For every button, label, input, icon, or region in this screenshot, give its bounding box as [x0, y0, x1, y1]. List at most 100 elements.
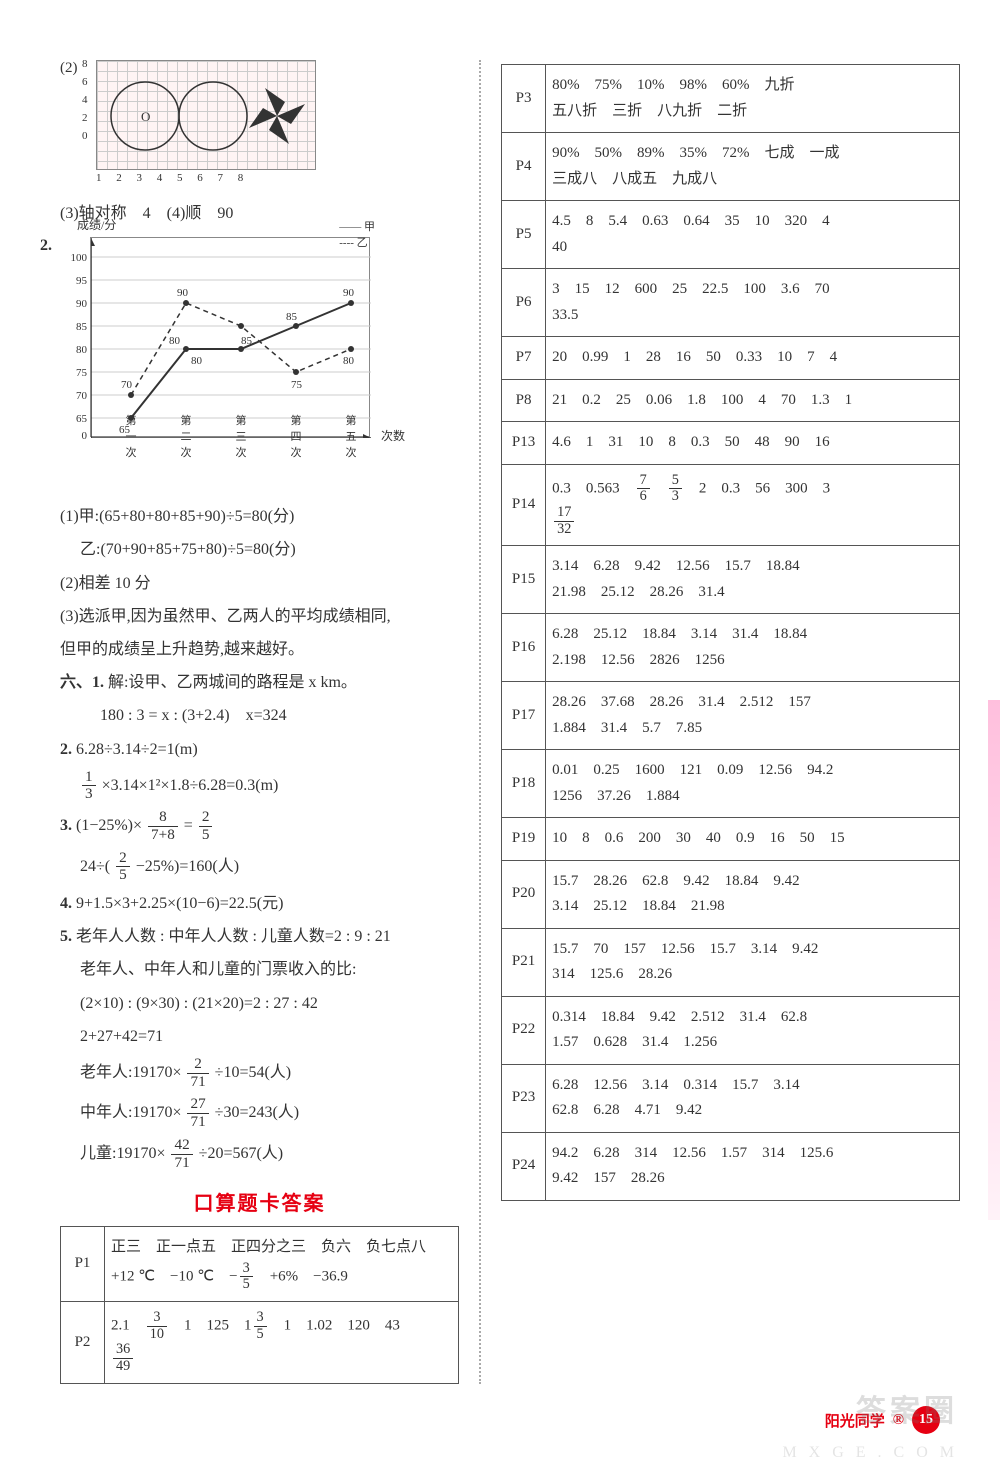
svg-text:90: 90 [343, 287, 355, 299]
row-value: 0.314 18.84 9.42 2.512 31.4 62.81.57 0.6… [546, 996, 960, 1064]
six3b: 24÷( 25 −25%)=160(人) [60, 850, 459, 884]
six5e: 老年人:19170× 271 ÷10=54(人) [60, 1056, 459, 1090]
table-row: P140.3 0.563 76 53 2 0.3 56 300 31732 [502, 464, 960, 546]
column-divider [479, 60, 481, 1384]
l1: (1)甲:(65+80+80+85+90)÷5=80(分) [60, 503, 459, 530]
six2a: 6.28÷3.14÷2=1(m) [76, 741, 198, 758]
answers-table-right: P380% 75% 10% 98% 60% 九折五八折 三折 八九折 二折P49… [501, 64, 960, 1201]
table-row: P236.28 12.56 3.14 0.314 15.7 3.1462.8 6… [502, 1064, 960, 1132]
q2-num: 2. [40, 237, 52, 255]
watermark: 答案圈 [856, 1386, 958, 1430]
row-value: 2.1 310 1 125 135 1 1.02 120 433649 [105, 1302, 459, 1384]
row-key: P19 [502, 818, 546, 861]
table-row: P153.14 6.28 9.42 12.56 15.7 18.8421.98 … [502, 546, 960, 614]
q3-text: (3)轴对称 4 (4)顺 90 [60, 200, 459, 227]
row-key: P20 [502, 860, 546, 928]
six-2: 2. 6.28÷3.14÷2=1(m) [60, 736, 459, 763]
six2-label: 2. [60, 741, 72, 758]
row-value: 6.28 12.56 3.14 0.314 15.7 3.1462.8 6.28… [546, 1064, 960, 1132]
row-value: 正三 正一点五 正四分之三 负六 负七点八+12 ℃ −10 ℃ −35 +6%… [105, 1227, 459, 1302]
row-value: 3.14 6.28 9.42 12.56 15.7 18.8421.98 25.… [546, 546, 960, 614]
grid-x-labels: 1 2 3 4 5 6 7 8 [96, 172, 249, 184]
six1-label: 六、1. [60, 674, 104, 691]
row-key: P15 [502, 546, 546, 614]
table-row: P220.314 18.84 9.42 2.512 31.4 62.81.57 … [502, 996, 960, 1064]
line-chart: 成绩/分 —— 甲 ---- 乙 [90, 237, 370, 437]
svg-text:80: 80 [169, 335, 181, 347]
line-chart-svg: 65 8080 8585 90 7090 7580 [91, 238, 371, 438]
origin-label: O [141, 109, 150, 124]
grid-chart: O [96, 60, 316, 170]
row-value: 0.01 0.25 1600 121 0.09 12.56 94.21256 3… [546, 750, 960, 818]
svg-text:80: 80 [191, 355, 203, 367]
row-value: 15.7 70 157 12.56 15.7 3.14 9.42314 125.… [546, 928, 960, 996]
legend: —— 甲 ---- 乙 [339, 218, 375, 250]
row-value: 6.28 25.12 18.84 3.14 31.4 18.842.198 12… [546, 614, 960, 682]
row-key: P1 [61, 1227, 105, 1302]
row-value: 10 8 0.6 200 30 40 0.9 16 50 15 [546, 818, 960, 861]
six-5a: 5. 老年人人数 : 中年人人数 : 儿童人数=2 : 9 : 21 [60, 923, 459, 950]
left-column: (2) O 86420 1 2 3 4 5 6 [60, 60, 459, 1384]
table-row: P1728.26 37.68 28.26 31.4 2.512 1571.884… [502, 682, 960, 750]
row-value: 4.5 8 5.4 0.63 0.64 35 10 320 440 [546, 201, 960, 269]
row-key: P17 [502, 682, 546, 750]
six5b: 老年人、中年人和儿童的门票收入的比: [60, 956, 459, 983]
six5g: 儿童:19170× 4271 ÷20=567(人) [60, 1137, 459, 1171]
six-1: 六、1. 解:设甲、乙两城间的路程是 x km。 [60, 669, 459, 696]
table-row: P380% 75% 10% 98% 60% 九折五八折 三折 八九折 二折 [502, 65, 960, 133]
row-key: P22 [502, 996, 546, 1064]
table-row: P2115.7 70 157 12.56 15.7 3.14 9.42314 1… [502, 928, 960, 996]
svg-text:80: 80 [343, 355, 355, 367]
row-value: 0.3 0.563 76 53 2 0.3 56 300 31732 [546, 464, 960, 546]
row-key: P6 [502, 269, 546, 337]
six5c: (2×10) : (9×30) : (21×20)=2 : 27 : 42 [60, 990, 459, 1017]
table-row: P720 0.99 1 28 16 50 0.33 10 7 4 [502, 337, 960, 380]
six-4: 4. 9+1.5×3+2.25×(10−6)=22.5(元) [60, 890, 459, 917]
table-row: P63 15 12 600 25 22.5 100 3.6 7033.5 [502, 269, 960, 337]
row-value: 15.7 28.26 62.8 9.42 18.84 9.423.14 25.1… [546, 860, 960, 928]
q2-label: (2) [60, 60, 78, 77]
table-row: P1正三 正一点五 正四分之三 负六 负七点八+12 ℃ −10 ℃ −35 +… [61, 1227, 459, 1302]
six1a: 解:设甲、乙两城间的路程是 x km。 [108, 674, 357, 691]
six5d: 2+27+42=71 [60, 1023, 459, 1050]
l4b: 但甲的成绩呈上升趋势,越来越好。 [60, 636, 459, 663]
row-key: P23 [502, 1064, 546, 1132]
right-column: P380% 75% 10% 98% 60% 九折五八折 三折 八九折 二折P49… [501, 60, 960, 1384]
row-key: P5 [502, 201, 546, 269]
row-value: 20 0.99 1 28 16 50 0.33 10 7 4 [546, 337, 960, 380]
row-key: P8 [502, 379, 546, 422]
table-row: P134.6 1 31 10 8 0.3 50 48 90 16 [502, 422, 960, 465]
watermark-url: M X G E . C O M [782, 1444, 958, 1462]
row-key: P4 [502, 133, 546, 201]
svg-text:75: 75 [291, 379, 303, 391]
x-axis-label: 次数 [381, 427, 405, 444]
y-title: 成绩/分 [77, 216, 116, 233]
table-row: P2494.2 6.28 314 12.56 1.57 314 125.69.4… [502, 1132, 960, 1200]
row-key: P13 [502, 422, 546, 465]
pink-edge-bar [988, 700, 1000, 1220]
row-key: P24 [502, 1132, 546, 1200]
l2: 乙:(70+90+85+75+80)÷5=80(分) [60, 536, 459, 563]
six1b: 180 : 3 = x : (3+2.4) x=324 [60, 702, 459, 729]
row-key: P3 [502, 65, 546, 133]
six3-label: 3. [60, 817, 72, 834]
six4-label: 4. [60, 895, 72, 912]
table-row: P180.01 0.25 1600 121 0.09 12.56 94.2125… [502, 750, 960, 818]
table-row: P821 0.2 25 0.06 1.8 100 4 70 1.3 1 [502, 379, 960, 422]
row-key: P21 [502, 928, 546, 996]
row-value: 94.2 6.28 314 12.56 1.57 314 125.69.42 1… [546, 1132, 960, 1200]
l4a: (3)选派甲,因为虽然甲、乙两人的平均成绩相同, [60, 603, 459, 630]
legend-a: —— 甲 [339, 221, 375, 233]
grid-chart-svg: O [97, 61, 317, 171]
table-row: P1910 8 0.6 200 30 40 0.9 16 50 15 [502, 818, 960, 861]
l3: (2)相差 10 分 [60, 570, 459, 597]
svg-text:70: 70 [121, 379, 133, 391]
section-title: 口算题卡答案 [60, 1187, 459, 1216]
table-row: P490% 50% 89% 35% 72% 七成 一成三成八 八成五 九成八 [502, 133, 960, 201]
row-key: P2 [61, 1302, 105, 1384]
row-value: 3 15 12 600 25 22.5 100 3.6 7033.5 [546, 269, 960, 337]
table-row: P166.28 25.12 18.84 3.14 31.4 18.842.198… [502, 614, 960, 682]
table-row: P54.5 8 5.4 0.63 0.64 35 10 320 440 [502, 201, 960, 269]
row-key: P16 [502, 614, 546, 682]
table-row: P22.1 310 1 125 135 1 1.02 120 433649 [61, 1302, 459, 1384]
